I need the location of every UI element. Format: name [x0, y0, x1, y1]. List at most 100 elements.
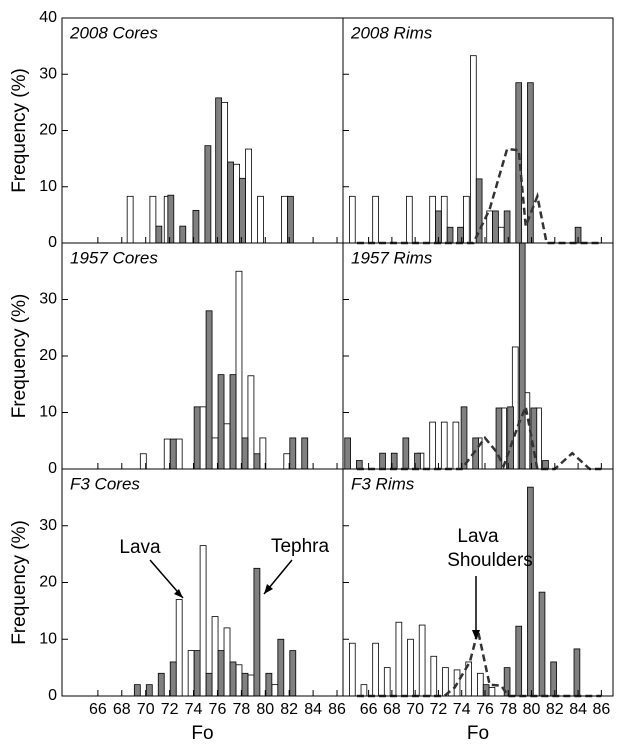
- arrowhead: [174, 589, 183, 598]
- x-tick-label: 70: [137, 701, 155, 718]
- bar: [223, 627, 231, 697]
- bar: [281, 195, 288, 244]
- bar: [229, 661, 237, 697]
- bar: [518, 242, 526, 470]
- bar: [253, 567, 261, 697]
- bar: [199, 545, 207, 697]
- x-tick-label: 78: [232, 701, 250, 718]
- bar: [430, 655, 438, 697]
- bar: [223, 423, 231, 470]
- bar: [372, 195, 379, 244]
- bar: [418, 624, 426, 697]
- annotation: Shoulders: [447, 550, 533, 571]
- y-tick-label: 0: [48, 460, 57, 477]
- x-tick-label: 86: [592, 701, 610, 718]
- bar: [227, 161, 234, 244]
- bar: [157, 672, 165, 697]
- bar: [442, 667, 449, 697]
- bar: [193, 406, 201, 470]
- bar: [247, 375, 255, 470]
- y-axis-label: Frequency (%): [9, 520, 30, 645]
- x-tick-label: 84: [569, 701, 587, 718]
- bar: [550, 661, 557, 697]
- bar: [217, 374, 225, 470]
- bar: [477, 672, 484, 697]
- bar: [193, 650, 201, 697]
- bar: [239, 177, 246, 244]
- y-tick-label: 30: [39, 65, 57, 82]
- bar: [503, 210, 511, 244]
- bar: [145, 684, 153, 697]
- bar: [355, 460, 363, 470]
- bar: [241, 437, 249, 470]
- bar: [187, 650, 195, 697]
- bar: [241, 672, 249, 697]
- bar: [488, 687, 496, 697]
- bar: [247, 674, 255, 697]
- bar: [167, 194, 175, 244]
- x-tick-label: 80: [256, 701, 274, 718]
- x-axis-label: Fo: [467, 723, 489, 744]
- bar: [126, 195, 134, 244]
- y-tick-label: 10: [39, 404, 57, 421]
- bar: [515, 625, 523, 697]
- x-tick-label: 74: [453, 701, 471, 718]
- bar: [289, 650, 297, 697]
- bar: [155, 225, 163, 244]
- bar: [349, 195, 356, 244]
- bar: [470, 55, 477, 244]
- bar: [215, 97, 223, 244]
- x-tick-label: 84: [304, 701, 322, 718]
- bar: [277, 638, 285, 697]
- y-tick-label: 40: [39, 9, 57, 26]
- bar: [204, 145, 212, 244]
- x-tick-label: 66: [89, 701, 107, 718]
- bar: [179, 225, 187, 244]
- bar: [221, 101, 229, 244]
- bar: [492, 210, 499, 244]
- bar: [271, 684, 279, 697]
- bar: [497, 226, 505, 244]
- panel-title: F3 Cores: [70, 474, 140, 493]
- y-tick-label: 20: [39, 122, 57, 139]
- bar: [257, 195, 264, 244]
- bar: [301, 437, 309, 470]
- bar: [149, 195, 157, 244]
- bar: [440, 195, 448, 244]
- y-tick-label: 0: [48, 687, 57, 704]
- bar: [205, 672, 213, 697]
- bar: [199, 406, 207, 470]
- bar: [175, 599, 183, 697]
- panel-title: 2008 Rims: [350, 23, 433, 42]
- bar: [211, 616, 219, 697]
- y-tick-label: 30: [39, 291, 57, 308]
- panel-title: F3 Rims: [351, 474, 415, 493]
- x-tick-label: 68: [383, 701, 401, 718]
- bar: [515, 82, 523, 244]
- y-tick-label: 20: [39, 574, 57, 591]
- panel-title: 1957 Cores: [70, 248, 158, 267]
- x-tick-label: 74: [185, 701, 203, 718]
- x-tick-label: 80: [523, 701, 541, 718]
- bar: [429, 421, 436, 470]
- x-tick-label: 76: [476, 701, 494, 718]
- bar: [402, 437, 410, 470]
- panel-frame: [342, 468, 614, 697]
- y-tick-label: 10: [39, 630, 57, 647]
- annotation: Lava: [119, 537, 161, 558]
- panel-title: 2008 Cores: [69, 23, 158, 42]
- y-tick-label: 10: [39, 178, 57, 195]
- bar: [133, 684, 141, 697]
- panel-frame: [61, 17, 344, 244]
- x-tick-label: 86: [328, 701, 346, 718]
- annotation: Lava: [457, 526, 499, 547]
- x-tick-label: 68: [113, 701, 131, 718]
- bar: [372, 642, 379, 697]
- bar: [542, 460, 549, 470]
- bar: [463, 195, 470, 244]
- arrowhead: [264, 584, 273, 594]
- bar: [538, 591, 546, 697]
- panel-title: 1957 Rims: [351, 248, 433, 267]
- x-axis-label: Fo: [191, 723, 213, 744]
